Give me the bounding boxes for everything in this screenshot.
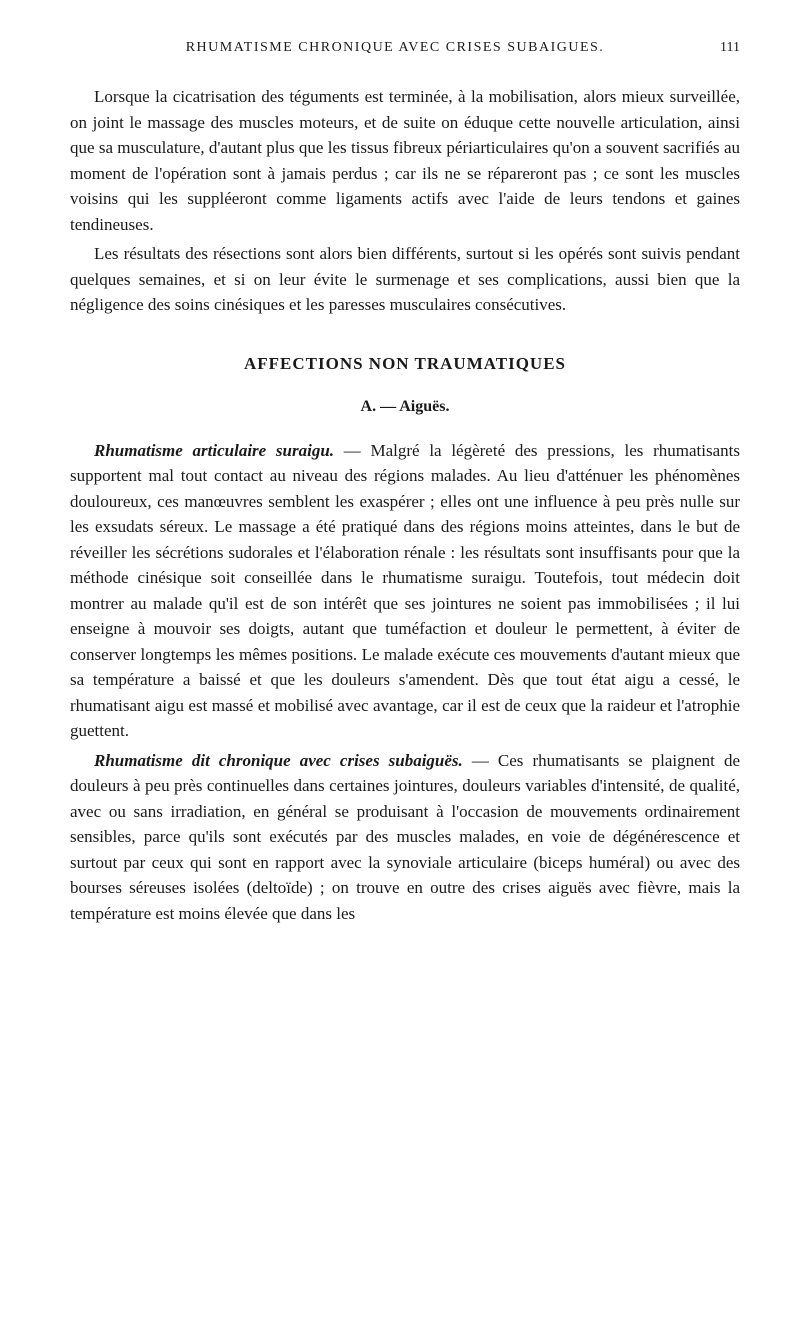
section-title-main: AFFECTIONS NON TRAUMATIQUES — [70, 354, 740, 374]
paragraph-3-lead: Rhumatisme articulaire suraigu. — [94, 441, 334, 460]
page-number: 111 — [720, 40, 740, 56]
paragraph-4-body: — Ces rhumatisants se plaignent de doule… — [70, 751, 740, 923]
page-header: RHUMATISME CHRONIQUE AVEC CRISES SUBAIGU… — [70, 40, 740, 56]
paragraph-4: Rhumatisme dit chronique avec crises sub… — [70, 748, 740, 927]
paragraph-3: Rhumatisme articulaire suraigu. — Malgré… — [70, 438, 740, 744]
paragraph-3-body: — Malgré la légèreté des pressions, les … — [70, 441, 740, 741]
paragraph-1: Lorsque la cicatrisation des téguments e… — [70, 84, 740, 237]
section-title-sub: A. — Aiguës. — [70, 398, 740, 416]
paragraph-2: Les résultats des résections sont alors … — [70, 241, 740, 318]
paragraph-4-lead: Rhumatisme dit chronique avec crises sub… — [94, 751, 463, 770]
header-title: RHUMATISME CHRONIQUE AVEC CRISES SUBAIGU… — [186, 40, 605, 55]
